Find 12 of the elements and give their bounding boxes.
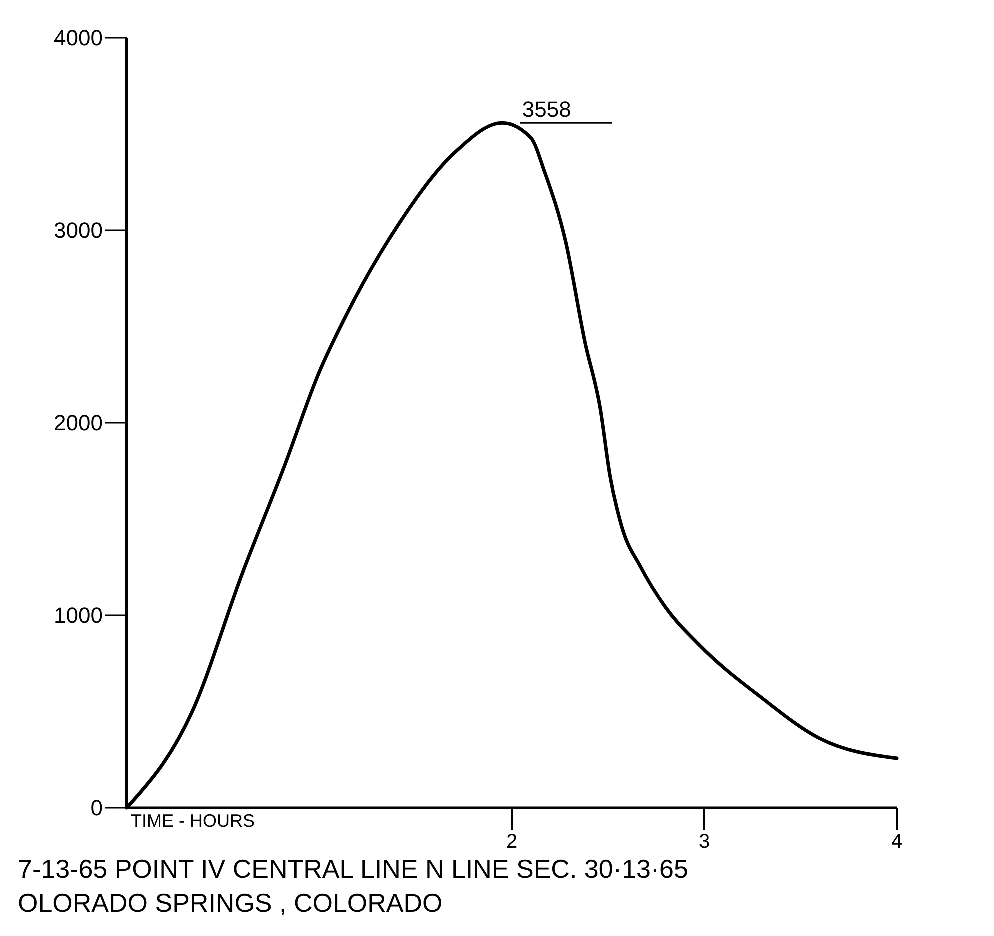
y-tick-label: 0 bbox=[90, 796, 103, 821]
x-tick-label: 2 bbox=[506, 831, 518, 853]
text: 7-13-65 POINT IV CENTRAL LINE N LINE SEC. 30·13·65 bbox=[18, 854, 688, 884]
y-tick-label: 3000 bbox=[54, 218, 103, 244]
y-tick-label: 2000 bbox=[54, 410, 103, 436]
y-tick-label: 4000 bbox=[54, 26, 103, 51]
x-tick-label: 4 bbox=[891, 831, 903, 853]
y-tick-label: 1000 bbox=[54, 603, 103, 628]
annotation: 3558 bbox=[522, 97, 572, 122]
x-axis-title: TIME - HOURS bbox=[131, 811, 255, 831]
text: OLORADO SPRINGS , COLORADO bbox=[18, 888, 443, 918]
x-tick-label: 3 bbox=[698, 831, 710, 853]
